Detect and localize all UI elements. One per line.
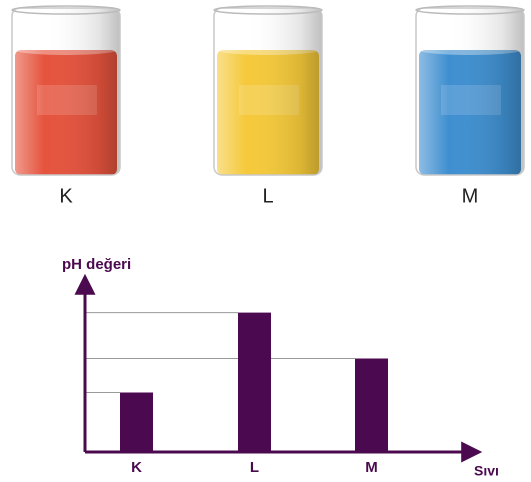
x-axis-label: Sıvı	[474, 463, 499, 479]
beaker-glass	[416, 8, 524, 175]
bar	[120, 393, 153, 453]
x-tick-label: K	[131, 459, 142, 476]
x-tick-label: L	[250, 459, 259, 476]
beaker-glass	[214, 8, 322, 175]
y-axis-label: pH değeri	[62, 256, 131, 273]
beaker-glass	[12, 8, 120, 175]
chart: pH değeri Sıvı K L M	[62, 256, 499, 479]
bar	[355, 359, 388, 453]
page: K L M pH değeri Sıvı K L M	[0, 0, 531, 482]
beaker-label: L	[262, 185, 273, 207]
beakers: K L M	[12, 6, 524, 207]
beaker-label: M	[462, 185, 479, 207]
bar	[238, 313, 271, 452]
x-tick-label: M	[365, 459, 378, 476]
beaker-label: K	[59, 185, 73, 207]
